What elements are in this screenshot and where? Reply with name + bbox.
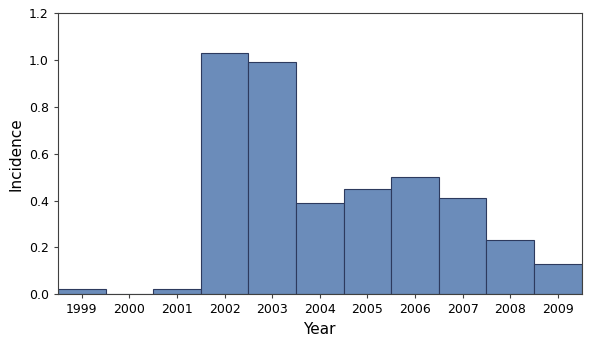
Bar bbox=[439, 198, 486, 294]
Bar bbox=[153, 289, 201, 294]
Bar bbox=[486, 240, 534, 294]
Y-axis label: Incidence: Incidence bbox=[8, 117, 24, 190]
Bar bbox=[201, 53, 248, 294]
Bar bbox=[391, 177, 439, 294]
Bar bbox=[58, 289, 106, 294]
Bar bbox=[296, 203, 343, 294]
X-axis label: Year: Year bbox=[303, 322, 336, 337]
Bar bbox=[343, 189, 391, 294]
Bar bbox=[534, 264, 582, 294]
Bar bbox=[248, 62, 296, 294]
